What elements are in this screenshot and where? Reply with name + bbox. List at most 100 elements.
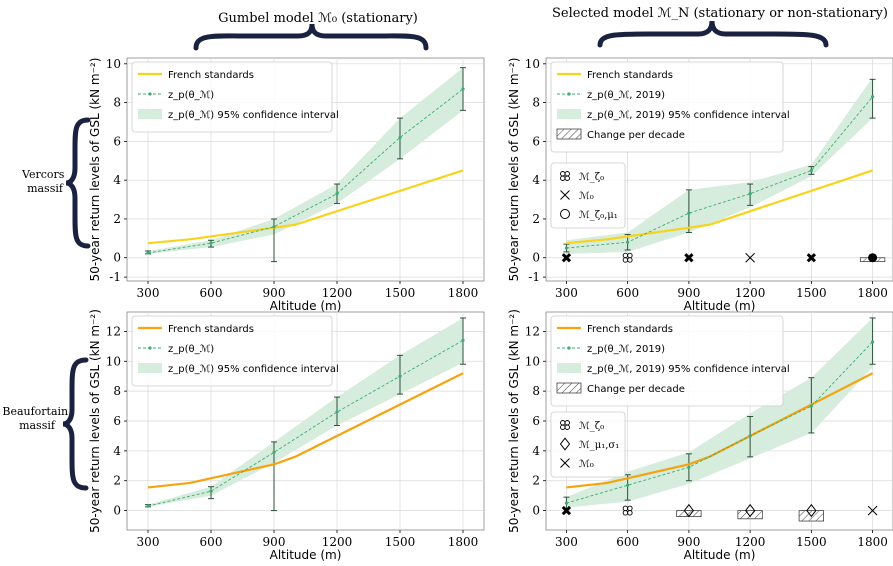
tick-label-y: 12: [106, 324, 121, 338]
brace-left-icon: [193, 23, 429, 51]
tick-label-y: 10: [106, 57, 121, 71]
tick-label-x: 1200: [735, 286, 766, 300]
standards-line: [566, 169, 873, 245]
model-point: [146, 251, 150, 255]
tick-label-x: 1500: [796, 286, 827, 300]
brace-vercors-icon: [65, 117, 91, 249]
model-point: [809, 168, 813, 173]
model-point: [461, 338, 465, 342]
tick-label-y: 8: [113, 96, 121, 110]
model-point: [335, 410, 339, 414]
symbol-legend-label: ℳ₀: [579, 459, 594, 470]
tick-label-y: 8: [532, 96, 540, 110]
standards-line: [147, 372, 464, 489]
tick-label-x: 1800: [857, 535, 888, 549]
model-symbol: [744, 503, 756, 518]
symbol-legend-label: ℳ_ζ₀: [579, 421, 604, 432]
panel-beaufortain-m0: 0 2 4 6 8 10 12 300 600 900 1200 1500 1800 Altitude (…: [88, 309, 485, 562]
x-axis-label: Altitude (m): [684, 548, 756, 562]
legend-swatch-model-point: [148, 92, 152, 96]
confidence-band: [566, 77, 873, 254]
tick-label-y: 6: [532, 134, 540, 148]
model-point: [564, 501, 569, 505]
tick-label-y: 6: [113, 414, 121, 428]
model-point: [272, 225, 276, 229]
model-symbol: [622, 252, 633, 263]
model-point: [461, 87, 465, 91]
row-label-beaufortain-line1: Beaufortain: [2, 405, 68, 418]
legend-swatch-band: [138, 363, 162, 373]
tick-label-x: 300: [555, 535, 578, 549]
tick-label-y: 8: [113, 384, 121, 398]
legend-swatch-model-point: [567, 346, 571, 350]
tick-label-x: 300: [555, 286, 578, 300]
symbol-legend-label: ℳ_μ₁,σ₁: [579, 440, 619, 451]
tick-label-x: 1200: [322, 535, 353, 549]
legend-swatch-decade: [556, 382, 582, 394]
tick-label-x: 1500: [796, 535, 827, 549]
panel-beaufortain-mn: 0 2 4 6 8 10 12 300 600 900 1200 1500 1800 Altitude (…: [507, 309, 893, 562]
legend-label: z_p(θ_ℳ): [168, 90, 214, 101]
legend-box: [550, 61, 784, 153]
legend-label: z_p(θ_ℳ): [168, 344, 214, 355]
symbol-legend-label: ℳ_ζ₀: [579, 172, 604, 183]
y-axis-label: 50-year return levels of GSL (kN m⁻²): [88, 309, 102, 533]
header-left: Gumbel model ℳ₀ (stationary): [218, 11, 418, 26]
header-right: Selected model ℳ_N (stationary or non-st…: [552, 6, 888, 21]
model-point: [626, 240, 630, 244]
tick-label-y: 4: [532, 173, 540, 187]
tick-label-y: 12: [525, 324, 540, 338]
tick-label-y: 4: [113, 444, 121, 458]
confidence-band: [148, 67, 463, 254]
legend-label: z_p(θ_ℳ, 2019): [587, 90, 665, 101]
legend-swatch-band: [557, 363, 581, 373]
legend-swatch-model-point: [567, 92, 571, 96]
model-point: [626, 483, 630, 487]
y-axis-label: 50-year return levels of GSL (kN m⁻²): [507, 309, 521, 533]
tick-label-x: 600: [616, 286, 639, 300]
legend-label: z_p(θ_ℳ, 2019) 95% confidence interval: [587, 110, 790, 121]
model-symbol: [561, 253, 572, 263]
tick-label-x: 600: [200, 535, 223, 549]
tick-label-y: 2: [532, 212, 540, 226]
symbol-legend-label: ℳ_ζ₀,μ₁: [579, 210, 618, 221]
model-line: [147, 339, 464, 507]
tick-label-y: 0: [532, 504, 540, 518]
model-line: [566, 341, 873, 504]
legend-swatch-model-point: [148, 346, 152, 350]
tick-label-y: 4: [532, 444, 540, 458]
legend-label: French standards: [587, 70, 673, 81]
tick-label-x: 600: [200, 286, 223, 300]
model-point: [209, 489, 213, 493]
x-axis-label: Altitude (m): [270, 299, 342, 313]
legend-swatch-decade: [556, 128, 582, 140]
brace-beaufortain-icon: [62, 357, 89, 491]
legend-label: z_p(θ_ℳ, 2019): [587, 344, 665, 355]
tick-label-x: 600: [616, 535, 639, 549]
legend-box: [550, 315, 784, 407]
model-point: [748, 434, 752, 438]
model-point: [748, 192, 752, 196]
tick-label-x: 1800: [448, 286, 479, 300]
model-point: [870, 340, 875, 344]
symbol-legend-marker: [560, 420, 570, 430]
model-line: [566, 96, 873, 249]
y-axis-label: 50-year return levels of GSL (kN m⁻²): [88, 58, 102, 282]
tick-label-y: 2: [113, 474, 121, 488]
model-symbol: [745, 252, 755, 263]
legend-label: French standards: [587, 324, 673, 335]
tick-label-x: 1800: [857, 286, 888, 300]
tick-label-x: 900: [263, 286, 286, 300]
model-point: [687, 465, 691, 469]
model-point: [687, 211, 691, 215]
legend-label: French standards: [168, 70, 254, 81]
tick-label-x: 1800: [448, 535, 479, 549]
row-label-beaufortain: Beaufortain massif: [2, 405, 71, 432]
model-point: [809, 404, 813, 408]
panel-vercors-mn: -1 0 2 4 6 8 10 300 600 900 1200 1500 1800 Altitude (…: [507, 57, 893, 313]
tick-label-x: 900: [677, 535, 700, 549]
tick-label-x: 1500: [385, 286, 416, 300]
row-label-vercors: Vercors massif: [21, 168, 68, 195]
tick-label-y: -1: [528, 270, 540, 284]
legend-box: [131, 315, 333, 387]
